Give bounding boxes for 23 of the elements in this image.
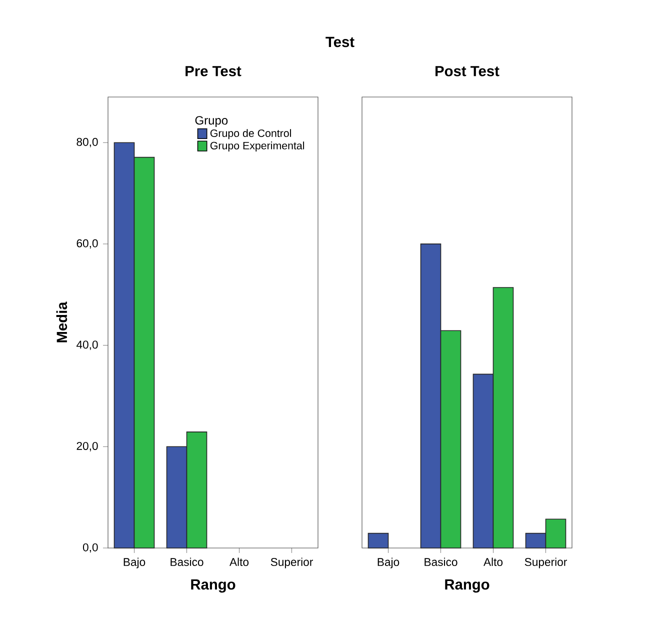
- x-axis-title: Rango: [445, 579, 490, 593]
- legend-label: Grupo Experimental: [210, 142, 304, 152]
- x-tick-label: Basico: [424, 558, 458, 566]
- legend-title: Grupo: [195, 116, 228, 127]
- x-tick-label: Alto: [230, 558, 249, 566]
- x-tick-label: Bajo: [124, 558, 146, 568]
- x-tick-label: Superior: [270, 558, 313, 568]
- y-axis-title: Media: [56, 302, 68, 342]
- text: Test: [326, 36, 354, 48]
- y-tick-label: 0,0: [82, 543, 98, 553]
- x-tick-label: Superior: [524, 558, 567, 568]
- x-tick-label: Bajo: [378, 558, 400, 568]
- legend-label: Grupo de Control: [210, 129, 291, 140]
- y-tick-label: 20,0: [76, 442, 98, 452]
- bar: [368, 532, 389, 548]
- y-tick-label: 40,0: [76, 340, 98, 350]
- x-tick-label: Alto: [484, 558, 503, 566]
- chart-title: Post Test: [436, 66, 500, 76]
- chart-title: Pre Test: [186, 66, 242, 76]
- x-axis-title: Rango: [191, 579, 236, 593]
- y-tick-label: 80,0: [76, 138, 98, 148]
- x-tick-label: Basico: [170, 558, 204, 566]
- y-tick-label: 60,0: [76, 239, 98, 249]
